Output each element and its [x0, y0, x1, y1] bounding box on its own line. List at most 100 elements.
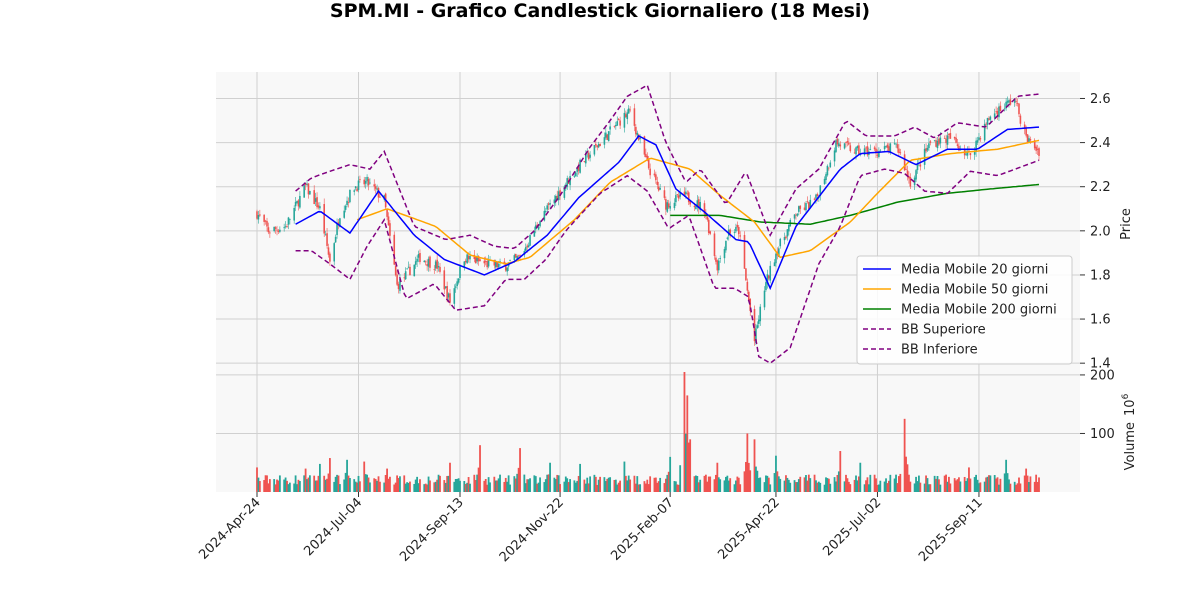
candle-body: [397, 283, 400, 290]
volume-bar: [1035, 474, 1038, 492]
candle-body: [267, 227, 270, 233]
volume-bar: [789, 482, 792, 492]
volume-bar: [549, 462, 551, 492]
candle-body: [848, 142, 850, 145]
volume-bar: [453, 481, 456, 492]
volume-bar: [857, 476, 860, 492]
candle-body: [883, 146, 886, 150]
candle-body: [656, 181, 659, 186]
candle-body: [908, 175, 910, 179]
volume-bar: [477, 467, 480, 492]
volume-bar: [634, 483, 637, 492]
candle-body: [473, 254, 476, 260]
candle-body: [259, 214, 261, 216]
volume-bar: [506, 481, 509, 492]
candle-body: [978, 137, 980, 141]
candle-body: [274, 227, 277, 229]
candle-body: [879, 150, 882, 152]
volume-bar: [948, 476, 950, 492]
candle-body: [386, 208, 388, 217]
candle-body: [467, 255, 470, 260]
volume-bar: [1013, 481, 1016, 492]
candle-body: [845, 142, 847, 144]
volume-bar: [683, 372, 686, 492]
volume-bar: [606, 478, 609, 492]
candle-body: [534, 225, 537, 230]
volume-bar: [659, 477, 662, 492]
candle-body: [427, 258, 430, 267]
volume-bar: [414, 479, 417, 492]
price-tick-label: 2.2: [1090, 180, 1111, 195]
volume-bar: [494, 480, 497, 492]
candle-body: [616, 121, 619, 126]
volume-bar: [1005, 459, 1008, 492]
volume-bar: [573, 480, 576, 492]
volume-bar: [446, 475, 449, 492]
volume-bar: [863, 484, 866, 492]
candle-body: [1006, 100, 1009, 103]
volume-bar: [277, 480, 280, 492]
candle-body: [494, 261, 497, 268]
volume-bar: [1038, 477, 1040, 492]
volume-bar: [599, 476, 602, 492]
candle-body: [716, 260, 719, 271]
candle-body: [376, 188, 378, 190]
volume-bar: [307, 477, 310, 492]
candle-body: [363, 179, 366, 185]
candle-body: [666, 202, 669, 212]
candle-body: [296, 200, 298, 203]
candle-body: [689, 201, 691, 205]
candle-body: [413, 264, 416, 277]
volume-bar: [998, 484, 1000, 492]
candle-body: [865, 147, 867, 149]
candle-body: [795, 214, 797, 216]
candle-body: [256, 211, 258, 219]
volume-bar: [386, 468, 388, 492]
volume-bar: [939, 484, 942, 492]
volume-bar: [877, 484, 880, 492]
price-tick-label: 2.0: [1090, 224, 1111, 239]
candle-body: [587, 152, 590, 160]
candle-body: [659, 188, 661, 190]
candle-body: [483, 260, 486, 264]
volume-bar: [389, 476, 391, 492]
candle-body: [606, 134, 609, 140]
candle-body: [929, 141, 932, 143]
candle-body: [759, 306, 762, 322]
candle-body: [779, 238, 782, 247]
volume-bar: [459, 480, 461, 492]
candle-body: [813, 198, 816, 200]
candle-body: [945, 138, 947, 144]
candle-body: [1035, 146, 1037, 151]
candle-body: [626, 112, 629, 120]
candle-body: [825, 174, 827, 181]
volume-bar: [827, 478, 830, 492]
volume-bar: [889, 474, 892, 492]
volume-bar: [846, 478, 849, 492]
volume-bar: [1009, 483, 1012, 492]
candle-body: [906, 170, 909, 177]
volume-bar: [955, 480, 957, 492]
volume-bar: [353, 479, 356, 492]
volume-bar: [399, 476, 401, 492]
candle-body: [423, 260, 426, 263]
volume-bar: [464, 483, 467, 492]
volume-bar: [497, 478, 500, 492]
volume-bar: [1018, 477, 1020, 492]
volume-bar: [643, 481, 646, 492]
volume-bar: [995, 478, 998, 492]
candle-body: [319, 206, 321, 209]
candle-body: [893, 143, 896, 145]
volume-bar: [356, 482, 358, 492]
volume-bar: [543, 482, 546, 492]
legend-label: Media Mobile 200 giorni: [901, 303, 1057, 318]
volume-bar: [619, 480, 622, 492]
candle-body: [1019, 115, 1022, 124]
volume-bar: [337, 475, 340, 492]
volume-bar: [969, 478, 972, 492]
candle-body: [297, 200, 300, 207]
volume-bar: [639, 484, 642, 492]
candle-body: [903, 154, 906, 171]
candle-body: [876, 154, 879, 156]
volume-bar: [474, 480, 477, 492]
